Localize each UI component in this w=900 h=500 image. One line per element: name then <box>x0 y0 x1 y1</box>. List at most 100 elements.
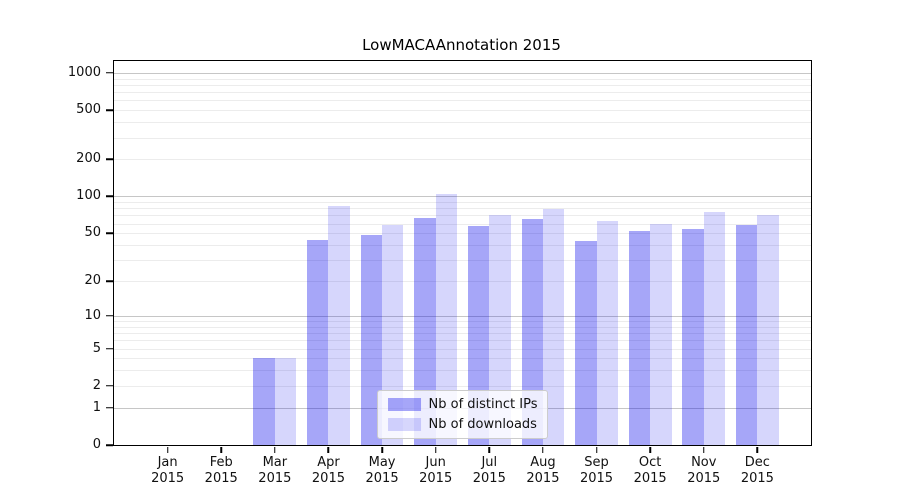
plot-area: Nb of distinct IPs Nb of downloads 0 1 2 5 1… <box>68 60 812 486</box>
legend-label-downloads: Nb of downloads <box>428 417 537 432</box>
y-tick-label: 1 <box>92 399 101 415</box>
x-tick-label-jan: Jan 2015 <box>151 455 185 486</box>
x-tick-label-aug: Aug 2015 <box>526 455 560 486</box>
gridline-major <box>114 315 811 317</box>
y-tick-label: 200 <box>76 151 101 167</box>
bar-nb-of-downloads-dec <box>757 215 779 445</box>
bar-nb-of-downloads-mar <box>274 358 297 445</box>
x-tick-label-jun: Jun 2015 <box>419 455 453 486</box>
y-axis-tick <box>106 158 113 161</box>
gridline-minor <box>114 159 811 161</box>
legend-item-distinct-ips: Nb of distinct IPs <box>387 397 538 412</box>
gridline-minor <box>114 281 811 283</box>
x-tick-year: 2015 <box>204 471 238 486</box>
y-tick-label: 20 <box>84 273 101 289</box>
x-axis-tick <box>274 446 276 453</box>
x-axis-tick <box>220 446 222 453</box>
x-tick-year: 2015 <box>311 471 345 486</box>
bar-nb-of-distinct-ips-aug <box>521 219 543 445</box>
x-axis-tick <box>542 446 544 453</box>
y-tick-label: 2 <box>92 378 101 394</box>
legend-swatch-downloads-icon <box>387 418 421 431</box>
gridline-minor <box>114 137 811 139</box>
bar-nb-of-distinct-ips-apr <box>307 240 329 445</box>
bar-nb-of-distinct-ips-mar <box>253 358 275 445</box>
gridline-major <box>114 196 811 198</box>
legend-label-distinct-ips: Nb of distinct IPs <box>428 397 538 412</box>
y-tick-label: 10 <box>84 308 101 324</box>
gridline-minor <box>114 233 811 235</box>
x-tick-year: 2015 <box>687 471 721 486</box>
y-axis-tick <box>106 385 113 387</box>
y-axis-tick <box>106 444 113 446</box>
gridline-minor <box>114 340 811 342</box>
gridline-minor <box>114 260 811 262</box>
x-tick-label-jul: Jul 2015 <box>472 455 506 486</box>
x-tick-year: 2015 <box>472 471 506 486</box>
x-tick-year: 2015 <box>579 471 614 486</box>
y-tick-label: 500 <box>76 102 101 118</box>
x-axis-tick <box>756 446 759 453</box>
gridline-minor <box>114 358 811 360</box>
legend-swatch-distinct-ips-icon <box>387 398 421 411</box>
x-tick-year: 2015 <box>740 471 774 486</box>
gridline-minor <box>114 84 811 86</box>
y-axis-tick <box>106 280 113 282</box>
legend-item-downloads: Nb of downloads <box>387 417 538 432</box>
gridline-minor <box>114 110 811 112</box>
y-tick-label: 50 <box>84 225 101 241</box>
x-axis-tick <box>649 446 651 453</box>
bar-nb-of-downloads-may <box>382 224 404 445</box>
gridline-minor <box>114 215 811 217</box>
bar-nb-of-downloads-apr <box>328 205 350 445</box>
x-axis-tick <box>595 446 598 453</box>
bar-nb-of-distinct-ips-sep <box>575 241 597 445</box>
x-axis-tick <box>488 446 491 453</box>
y-axis-tick <box>106 195 113 198</box>
y-axis-tick <box>106 347 113 350</box>
bar-nb-of-downloads-jul <box>489 214 511 445</box>
x-axis-tick <box>381 446 383 453</box>
x-axis-tick <box>327 446 330 453</box>
gridline-minor <box>114 208 811 210</box>
x-tick-year: 2015 <box>258 471 292 486</box>
y-axis-tick <box>106 109 113 111</box>
gridline-minor <box>114 92 811 94</box>
bar-nb-of-distinct-ips-nov <box>682 229 704 445</box>
y-tick-label: 1000 <box>67 65 101 81</box>
gridline-minor <box>114 122 811 124</box>
gridline-major <box>114 72 811 74</box>
x-axis-tick <box>703 446 705 453</box>
y-tick-label: 5 <box>92 340 101 356</box>
gridline-minor <box>114 223 811 225</box>
x-tick-label-may: May 2015 <box>365 455 399 486</box>
x-tick-label-sep: Sep 2015 <box>579 455 614 486</box>
y-axis-tick <box>106 406 113 409</box>
gridline-minor <box>114 78 811 80</box>
gridline-minor <box>114 245 811 246</box>
y-tick-label: 0 <box>92 437 101 453</box>
y-axis-tick <box>106 232 113 234</box>
bar-nb-of-distinct-ips-jun <box>414 217 436 445</box>
x-tick-year: 2015 <box>633 471 667 486</box>
bar-nb-of-downloads-jun <box>435 194 458 445</box>
x-tick-year: 2015 <box>151 471 185 486</box>
gridline-minor <box>114 100 811 102</box>
x-tick-label-mar: Mar 2015 <box>258 455 292 486</box>
y-axis-tick <box>106 72 113 74</box>
x-tick-year: 2015 <box>526 471 560 486</box>
x-tick-label-apr: Apr 2015 <box>311 455 345 486</box>
x-tick-label-oct: Oct 2015 <box>633 455 667 486</box>
bar-nb-of-downloads-oct <box>650 223 672 445</box>
gridline-minor <box>114 348 811 350</box>
bar-nb-of-distinct-ips-oct <box>628 231 651 445</box>
x-axis-tick <box>434 446 437 453</box>
gridline-minor <box>114 333 811 335</box>
legend: Nb of distinct IPs Nb of downloads <box>376 390 549 439</box>
chart-title: LowMACAAnnotation 2015 <box>362 36 561 54</box>
x-tick-label-nov: Nov 2015 <box>687 455 721 486</box>
x-tick-label-dec: Dec 2015 <box>740 455 774 486</box>
bar-nb-of-downloads-nov <box>703 211 726 445</box>
gridline-minor <box>114 326 811 328</box>
